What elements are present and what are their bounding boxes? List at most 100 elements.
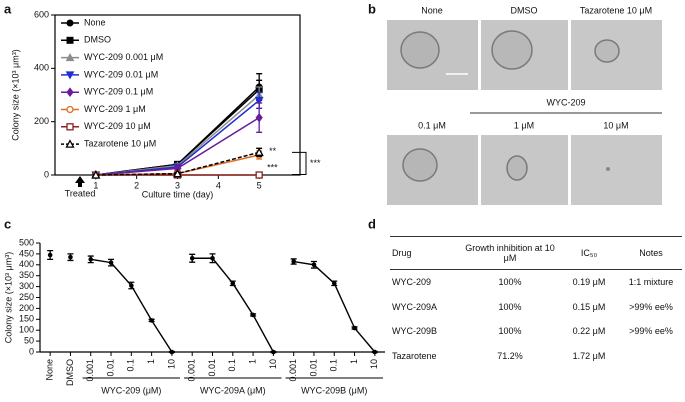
data-table: Drug Growth inhibition at 10 μM IC₅₀ Not… (390, 236, 682, 368)
y-tick-label: 350 (19, 270, 34, 280)
x-tick-label: 0.01 (308, 359, 318, 377)
table-cell: 100% (498, 277, 522, 288)
legend-label: WYC-209 0.001 μM (84, 52, 163, 62)
annotation: *** (267, 162, 278, 172)
legend-label: Tazarotene 10 μM (84, 138, 156, 148)
annotation: Treated (65, 188, 96, 198)
group-label: WYC-209A (μM) (200, 385, 266, 395)
table-cell: 71.2% (497, 350, 523, 361)
y-tick-label: 300 (19, 281, 34, 291)
point (372, 349, 378, 355)
cell (594, 39, 620, 63)
x-tick-label: 0.1 (227, 359, 237, 372)
point (210, 255, 215, 261)
x-tick-label: 0.1 (126, 359, 136, 372)
micrographs (387, 20, 662, 205)
cell (400, 31, 440, 69)
point (254, 147, 264, 156)
image-label: DMSO (511, 5, 538, 15)
legend-marker (65, 139, 75, 148)
x-tick-label: None (45, 359, 55, 381)
y-tick-label: 400 (19, 259, 34, 269)
y-tick-label: 200 (19, 303, 34, 313)
point (250, 312, 256, 318)
point (311, 262, 317, 268)
table-row: WYC-209 100% 0.19 μM 1:1 mixture (390, 270, 682, 295)
point (129, 283, 134, 288)
point (68, 254, 73, 260)
table-row: WYC-209A 100% 0.15 μM >99% ee% (390, 295, 682, 320)
cell (402, 148, 438, 182)
x-tick-label: DMSO (65, 359, 75, 386)
point (291, 259, 296, 264)
y-axis-label: Colony size (×10³ μm³) (3, 252, 13, 343)
point (352, 325, 357, 331)
significance-bracket (292, 151, 307, 175)
table-cell (620, 344, 682, 369)
point (169, 349, 175, 355)
table-cell: 1:1 mixture (628, 277, 674, 288)
legend-label: WYC-209 10 μM (84, 121, 151, 131)
legend-label: WYC-209 0.1 μM (84, 87, 153, 97)
legend-label: DMSO (84, 35, 111, 45)
y-tick-label: 200 (34, 116, 49, 126)
series-line (90, 258, 173, 353)
point (230, 281, 236, 286)
y-tick-label: 0 (44, 169, 49, 179)
table-row: Tazarotene 71.2% 1.72 μM (390, 344, 682, 369)
x-tick-label: 0.001 (187, 359, 197, 382)
table-cell: WYC-209 (392, 277, 432, 288)
table-cell: WYC-209B (392, 326, 438, 337)
image-label: 0.1 μM (418, 120, 446, 130)
x-tick-label: 0.001 (85, 359, 95, 382)
annotation: *** (310, 158, 321, 168)
x-tick-label: 3 (175, 180, 180, 190)
series-line (192, 257, 274, 353)
cell (491, 30, 533, 70)
x-tick-label: 1 (349, 359, 359, 364)
legend-marker (66, 87, 74, 98)
x-tick-label: 10 (166, 359, 176, 369)
legend-marker (66, 19, 74, 27)
table-cell: 0.22 μM (572, 326, 606, 337)
table-cell: >99% ee% (629, 326, 673, 337)
image-label: 10 μM (603, 120, 628, 130)
x-tick-label: 1 (146, 359, 156, 364)
point (271, 349, 276, 355)
y-tick-label: 250 (19, 292, 34, 302)
header-cell: Growth inhibition at 10 μM (462, 236, 558, 270)
group-label: WYC-209B (μM) (301, 385, 367, 395)
header-cell: Notes (620, 236, 682, 270)
table-cell: Tazarotene (392, 350, 437, 361)
point (172, 168, 183, 178)
table-header: Drug Growth inhibition at 10 μM IC₅₀ Not… (390, 236, 682, 270)
x-tick-label: 0.01 (105, 359, 115, 377)
cell (606, 167, 610, 171)
x-tick-label: 1 (93, 180, 98, 190)
y-axis-label: Colony size (×10³ μm³) (10, 49, 20, 140)
image-label: 1 μM (514, 120, 534, 130)
panel-label: b (368, 1, 376, 16)
y-tick-label: 0 (29, 346, 34, 356)
y-tick-label: 50 (24, 335, 34, 345)
point (149, 318, 154, 323)
y-tick-label: 450 (19, 248, 34, 258)
x-tick-label: 10 (268, 359, 278, 369)
cell (506, 155, 528, 181)
legend-marker (66, 123, 74, 131)
panel-label: a (4, 1, 12, 16)
point (254, 96, 264, 105)
group-label: WYC-209 (μM) (101, 385, 161, 395)
table-cell: 1.72 μM (572, 350, 606, 361)
table-cell: 0.15 μM (572, 301, 606, 312)
micrograph (571, 135, 662, 205)
y-tick-label: 500 (19, 237, 34, 247)
legend-label: WYC-209 0.01 μM (84, 69, 158, 79)
x-tick-label: 4 (216, 180, 221, 190)
legend-marker (65, 53, 75, 62)
image-label: Tazarotene 10 μM (580, 5, 652, 15)
point (47, 252, 53, 258)
table-cell: 100% (498, 301, 522, 312)
